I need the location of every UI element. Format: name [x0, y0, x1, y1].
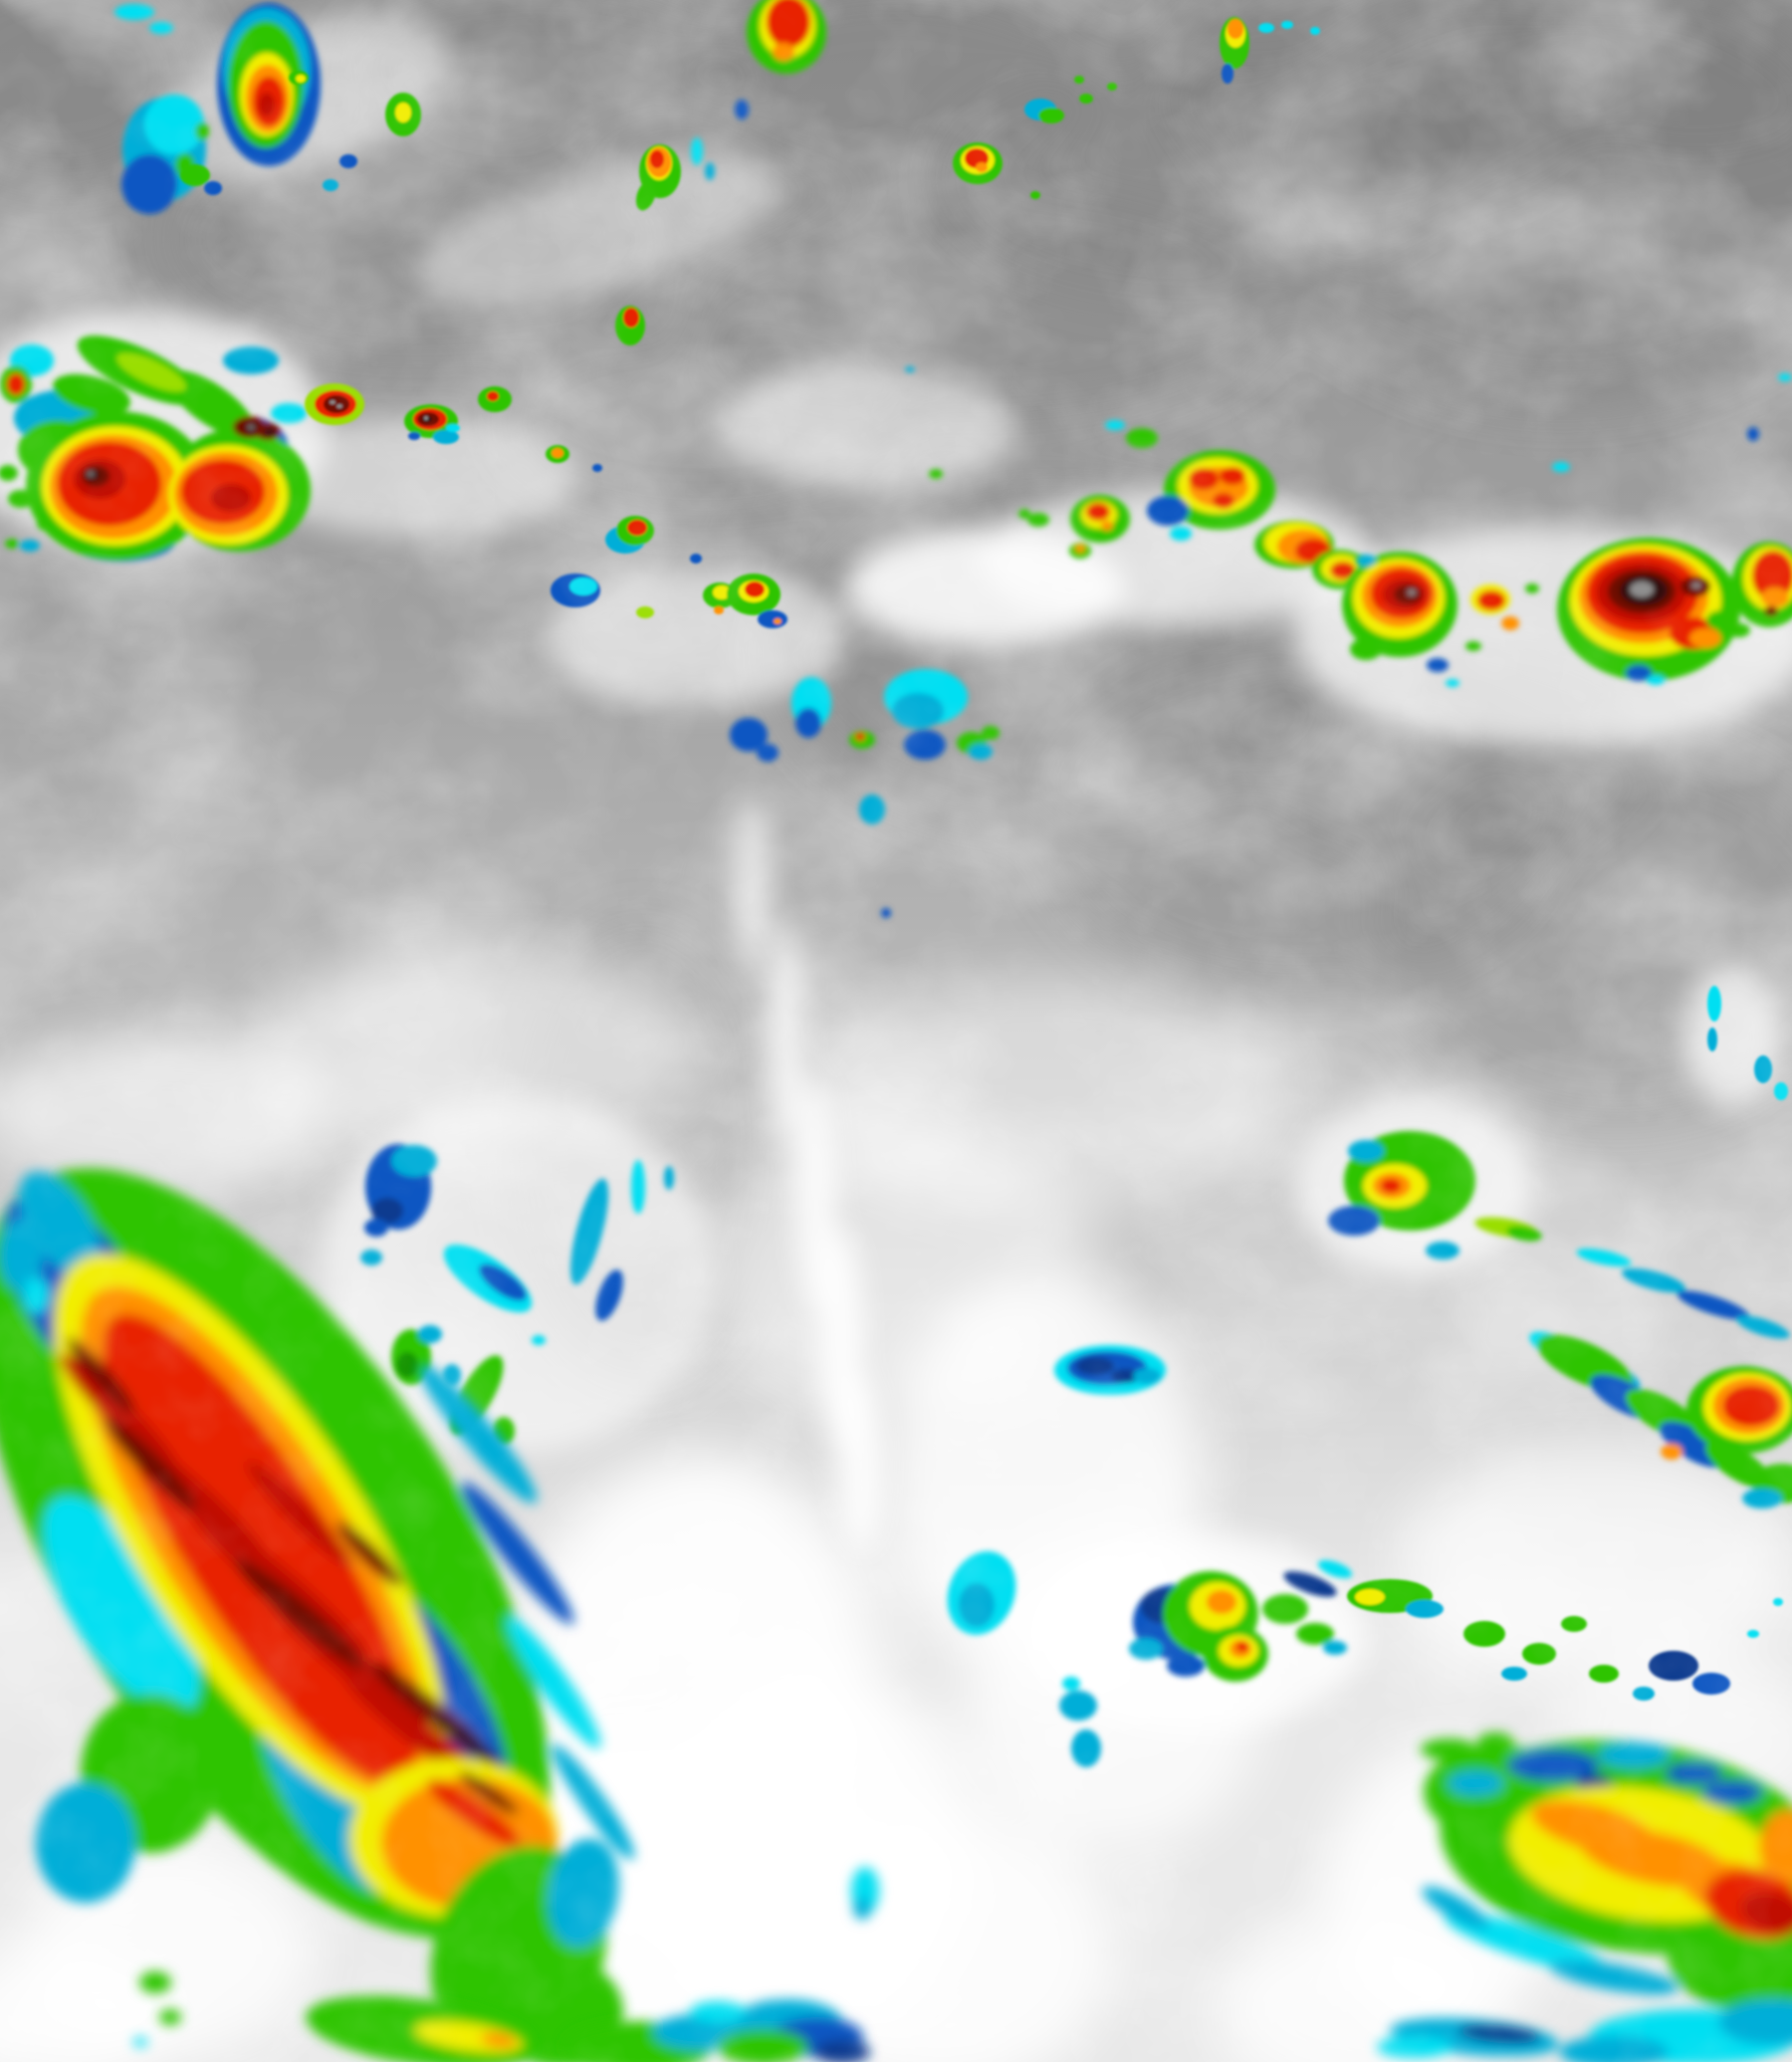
satellite-ir-image — [0, 0, 1792, 2062]
cloud-texture-fine — [0, 0, 1792, 2062]
satellite-scene — [0, 0, 1792, 2062]
